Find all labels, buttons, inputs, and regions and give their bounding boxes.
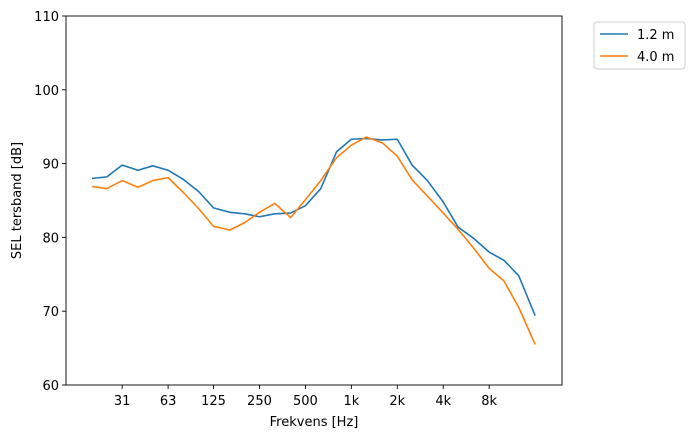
y-tick-label: 60: [42, 379, 59, 394]
x-tick-label: 63: [160, 394, 177, 409]
x-tick-label: 500: [293, 394, 318, 409]
x-tick-label: 31: [114, 394, 131, 409]
legend-label-1: 1.2 m: [637, 28, 674, 43]
x-tick-label: 250: [247, 394, 272, 409]
plot-area: [66, 16, 562, 385]
x-tick-label: 8k: [481, 394, 497, 409]
y-tick-label: 100: [34, 84, 59, 99]
axes-layer: 31 63 125 250 500 1k 2k 4k 8k 60 70 80 90 100 110: [34, 10, 563, 409]
y-tick-label: 90: [42, 158, 59, 173]
x-tick-label: 1k: [343, 394, 359, 409]
y-tick-label: 70: [42, 305, 59, 320]
axes-frame: [65, 15, 563, 386]
plot-background: [66, 16, 562, 385]
x-tick-label: 125: [201, 394, 226, 409]
legend: 1.2 m 4.0 m: [593, 21, 686, 70]
series-line-2: [91, 136, 536, 345]
y-tick-label: 80: [42, 231, 59, 246]
legend-label-2: 4.0 m: [637, 50, 674, 65]
x-tick-label: 4k: [435, 394, 451, 409]
y-tick-label: 110: [34, 10, 59, 25]
x-tick-label: 2k: [389, 394, 405, 409]
series-layer: [91, 136, 536, 345]
x-axis-label: Frekvens [Hz]: [270, 415, 359, 430]
series-line-1: [91, 137, 536, 316]
y-axis-label: SEL tersband [dB]: [10, 142, 25, 259]
